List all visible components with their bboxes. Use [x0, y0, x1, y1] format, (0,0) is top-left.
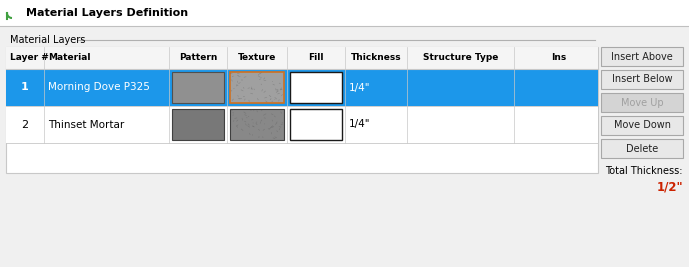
Bar — [0, 0, 689, 26]
Text: Structure Type: Structure Type — [423, 53, 498, 62]
Text: Move Down: Move Down — [613, 120, 670, 131]
Text: Material Layers: Material Layers — [10, 35, 85, 45]
Bar — [290, 72, 342, 103]
Bar — [6, 69, 598, 106]
Text: Insert Below: Insert Below — [612, 74, 672, 84]
Text: Material: Material — [48, 53, 90, 62]
Text: Ins: Ins — [551, 53, 566, 62]
Text: Thickness: Thickness — [351, 53, 401, 62]
Text: Material Layers Definition: Material Layers Definition — [26, 8, 188, 18]
Text: Total Thickness:: Total Thickness: — [606, 166, 683, 176]
Text: 2: 2 — [21, 120, 28, 129]
Bar — [601, 70, 683, 89]
Text: 1/4": 1/4" — [349, 83, 371, 92]
Text: Texture: Texture — [238, 53, 276, 62]
Text: 1: 1 — [21, 83, 29, 92]
Text: Insert Above: Insert Above — [611, 52, 673, 61]
Text: Move Up: Move Up — [621, 97, 664, 108]
Bar — [230, 72, 284, 103]
Bar — [230, 109, 284, 140]
Text: 1/2": 1/2" — [657, 180, 683, 193]
Bar — [290, 109, 342, 140]
Bar — [172, 109, 224, 140]
Text: Pattern: Pattern — [179, 53, 217, 62]
Bar — [601, 93, 683, 112]
Text: 1/4": 1/4" — [349, 120, 371, 129]
Bar — [601, 47, 683, 66]
Bar — [172, 72, 224, 103]
Text: Thinset Mortar: Thinset Mortar — [48, 120, 124, 129]
Bar — [601, 116, 683, 135]
Bar — [601, 139, 683, 158]
Bar — [6, 47, 598, 69]
Text: Layer #: Layer # — [10, 53, 49, 62]
Text: Morning Dove P325: Morning Dove P325 — [48, 83, 150, 92]
Bar — [6, 47, 598, 173]
Text: Fill: Fill — [308, 53, 324, 62]
Bar — [6, 106, 598, 143]
Text: Delete: Delete — [626, 143, 658, 154]
